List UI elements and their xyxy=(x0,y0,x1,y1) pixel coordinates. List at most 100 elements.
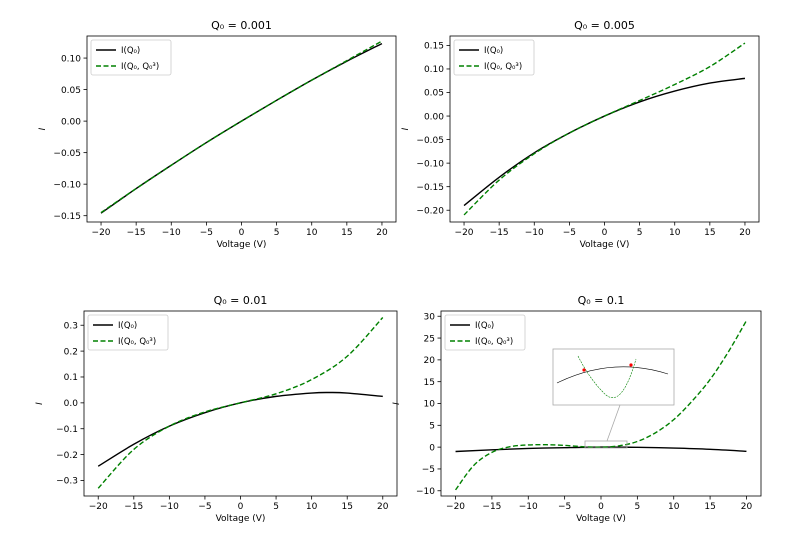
legend: I(Q₀) I(Q₀, Q₀³) xyxy=(444,314,526,351)
y-axis-label: I xyxy=(38,127,48,130)
y-tick-label: 0.15 xyxy=(424,42,444,52)
x-tick-label: 0 xyxy=(239,228,245,238)
x-tick-label: −5 xyxy=(198,502,211,512)
x-tick-label: −15 xyxy=(127,228,146,238)
x-tick-label: −5 xyxy=(200,228,213,238)
y-tick-label: −0.20 xyxy=(416,206,444,216)
y-tick-label: −0.1 xyxy=(56,425,78,435)
y-tick-label: 0 xyxy=(429,443,435,453)
y-tick-label: 15 xyxy=(424,378,435,388)
legend-label: I(Q₀, Q₀³) xyxy=(118,337,156,347)
inset-frame xyxy=(552,348,675,406)
inset-curve-I-Q0 xyxy=(556,366,669,384)
x-tick-label: 5 xyxy=(273,502,279,512)
x-axis-label: Voltage (V) xyxy=(217,240,267,250)
x-tick-label: 20 xyxy=(377,502,389,512)
subplot-title: Q₀ = 0.01 xyxy=(214,294,268,307)
subplot-title: Q₀ = 0.001 xyxy=(211,19,272,32)
x-tick-label: −5 xyxy=(558,502,571,512)
intersection-marker xyxy=(629,363,633,367)
x-tick-label: −15 xyxy=(124,502,143,512)
y-tick-label: −0.05 xyxy=(416,136,444,146)
x-tick-label: −10 xyxy=(519,502,538,512)
x-tick-label: 5 xyxy=(637,228,643,238)
x-axis-label: Voltage (V) xyxy=(216,514,266,524)
x-axis-label: Voltage (V) xyxy=(576,514,626,524)
x-tick-label: −10 xyxy=(162,228,181,238)
x-tick-label: −5 xyxy=(563,228,576,238)
legend-label: I(Q₀) xyxy=(118,321,137,331)
zoom-connector xyxy=(606,404,621,442)
y-tick-label: −0.15 xyxy=(416,183,444,193)
y-tick-label: −0.05 xyxy=(53,149,81,159)
subplot-2: Q₀ = 0.005 −20 −15 −10 −5 0 5 10 15 20 −0.20 −0.15 −… xyxy=(401,19,760,250)
x-tick-label: 5 xyxy=(634,502,640,512)
x-tick-label: −15 xyxy=(482,502,501,512)
y-tick-label: 0.10 xyxy=(61,54,81,64)
y-tick-label: 0.3 xyxy=(64,321,78,331)
y-tick-label: 0.05 xyxy=(424,89,444,99)
x-tick-label: 5 xyxy=(274,228,280,238)
y-tick-label: 0.10 xyxy=(424,65,444,75)
intersection-marker xyxy=(582,368,586,372)
y-tick-label: −0.3 xyxy=(56,477,78,487)
y-tick-label: 0.0 xyxy=(64,399,79,409)
y-tick-label: 0.00 xyxy=(61,117,81,127)
y-tick-label: 30 xyxy=(424,312,436,322)
zoom-inset xyxy=(552,348,675,449)
x-tick-label: 20 xyxy=(376,228,388,238)
x-tick-label: 10 xyxy=(668,502,680,512)
y-tick-label: 20 xyxy=(424,356,436,366)
series-line-I-Q0 xyxy=(455,446,747,453)
x-axis-label: Voltage (V) xyxy=(580,240,630,250)
y-tick-label: −0.2 xyxy=(56,451,78,461)
x-tick-label: 10 xyxy=(306,228,318,238)
x-tick-label: 10 xyxy=(306,502,318,512)
y-tick-label: 0.05 xyxy=(61,86,81,96)
subplot-title: Q₀ = 0.005 xyxy=(574,19,635,32)
subplot-title: Q₀ = 0.1 xyxy=(578,294,625,307)
x-tick-label: −20 xyxy=(89,502,108,512)
subplot-4: Q₀ = 0.1 −20 −15 −10 −5 0 5 10 15 20 −10 −5 0 5 10 15 20… xyxy=(392,294,762,524)
legend: I(Q₀) I(Q₀, Q₀³) xyxy=(87,314,169,351)
legend-label: I(Q₀) xyxy=(121,46,140,56)
x-tick-label: 0 xyxy=(602,228,608,238)
y-tick-label: 0.2 xyxy=(64,347,78,357)
legend-label: I(Q₀) xyxy=(484,46,503,56)
legend-label: I(Q₀, Q₀³) xyxy=(121,62,159,72)
legend: I(Q₀) I(Q₀, Q₀³) xyxy=(90,39,172,76)
series-line-I-Q0-Q03 xyxy=(97,316,384,489)
y-tick-label: 0.00 xyxy=(424,112,444,122)
legend: I(Q₀) I(Q₀, Q₀³) xyxy=(453,39,535,76)
y-tick-label: −0.15 xyxy=(53,212,81,222)
legend-label: I(Q₀, Q₀³) xyxy=(484,62,522,72)
x-tick-label: 10 xyxy=(669,228,681,238)
zoom-region xyxy=(584,440,628,449)
x-tick-label: 0 xyxy=(598,502,604,512)
legend-label: I(Q₀, Q₀³) xyxy=(475,337,513,347)
x-tick-label: −20 xyxy=(92,228,111,238)
x-tick-label: 15 xyxy=(704,502,715,512)
x-tick-label: −20 xyxy=(455,228,474,238)
x-tick-label: 20 xyxy=(741,502,753,512)
legend-label: I(Q₀) xyxy=(475,321,494,331)
x-tick-label: 15 xyxy=(341,502,352,512)
x-tick-label: −10 xyxy=(160,502,179,512)
x-tick-label: 15 xyxy=(341,228,352,238)
subplot-3: Q₀ = 0.01 −20 −15 −10 −5 0 5 10 15 20 −0.3 −0.2 −0.1… xyxy=(35,294,398,524)
x-tick-label: −20 xyxy=(446,502,465,512)
y-tick-label: −10 xyxy=(416,487,435,497)
y-tick-label: 25 xyxy=(424,334,435,344)
y-tick-label: −0.10 xyxy=(53,180,81,190)
x-tick-label: 0 xyxy=(238,502,244,512)
x-tick-label: 20 xyxy=(739,228,751,238)
y-axis-label: I xyxy=(401,127,411,130)
x-tick-label: −15 xyxy=(490,228,509,238)
y-axis-label: I xyxy=(392,402,402,405)
x-tick-label: 15 xyxy=(704,228,715,238)
y-tick-label: 10 xyxy=(424,400,436,410)
y-tick-label: 5 xyxy=(429,422,435,432)
y-tick-label: −5 xyxy=(422,465,435,475)
x-tick-label: −10 xyxy=(525,228,544,238)
